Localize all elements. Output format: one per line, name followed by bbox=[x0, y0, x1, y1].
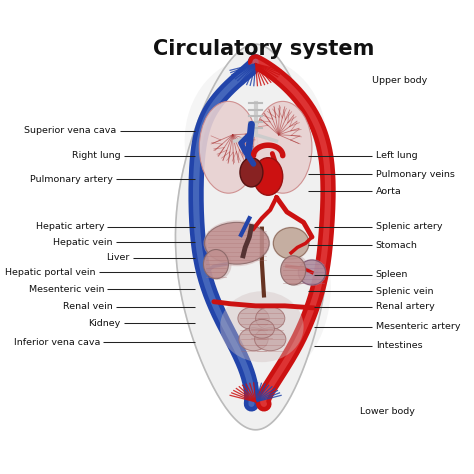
Ellipse shape bbox=[299, 260, 326, 285]
Text: Upper body: Upper body bbox=[373, 76, 428, 85]
Text: Circulatory system: Circulatory system bbox=[153, 39, 374, 59]
Text: Aorta: Aorta bbox=[376, 187, 401, 196]
Text: Right lung: Right lung bbox=[72, 151, 121, 160]
Ellipse shape bbox=[282, 255, 309, 286]
Text: Mesenteric artery: Mesenteric artery bbox=[376, 322, 460, 331]
Text: Intestines: Intestines bbox=[376, 341, 422, 350]
Text: Kidney: Kidney bbox=[89, 319, 121, 328]
Ellipse shape bbox=[240, 158, 263, 187]
Ellipse shape bbox=[239, 328, 268, 351]
Ellipse shape bbox=[273, 228, 309, 259]
Ellipse shape bbox=[189, 191, 331, 383]
Ellipse shape bbox=[204, 248, 232, 280]
Text: Left lung: Left lung bbox=[376, 151, 418, 160]
Text: Lower body: Lower body bbox=[360, 407, 415, 416]
Ellipse shape bbox=[281, 256, 306, 285]
Text: Pulmonary veins: Pulmonary veins bbox=[376, 170, 455, 179]
Text: Stomach: Stomach bbox=[376, 241, 418, 250]
Text: Pulmonary artery: Pulmonary artery bbox=[29, 175, 112, 184]
Ellipse shape bbox=[238, 307, 269, 330]
Text: Renal artery: Renal artery bbox=[376, 302, 435, 311]
Ellipse shape bbox=[199, 101, 258, 193]
Ellipse shape bbox=[254, 101, 312, 193]
Ellipse shape bbox=[254, 158, 283, 195]
Text: Hepatic artery: Hepatic artery bbox=[36, 222, 104, 231]
Ellipse shape bbox=[203, 220, 270, 266]
Ellipse shape bbox=[204, 222, 269, 264]
Text: Inferior vena cava: Inferior vena cava bbox=[14, 337, 100, 346]
Text: Splenic vein: Splenic vein bbox=[376, 287, 433, 296]
Text: Spleen: Spleen bbox=[376, 270, 408, 279]
Text: Hepatic portal vein: Hepatic portal vein bbox=[5, 268, 96, 277]
Ellipse shape bbox=[255, 328, 286, 351]
Ellipse shape bbox=[297, 259, 327, 286]
Text: Superior vena cava: Superior vena cava bbox=[24, 126, 117, 135]
Text: Renal vein: Renal vein bbox=[63, 302, 112, 311]
Ellipse shape bbox=[203, 249, 228, 279]
Ellipse shape bbox=[249, 319, 274, 338]
Text: Hepatic vein: Hepatic vein bbox=[53, 238, 112, 247]
Text: Liver: Liver bbox=[106, 254, 129, 263]
Ellipse shape bbox=[220, 291, 304, 362]
Text: Splenic artery: Splenic artery bbox=[376, 222, 442, 231]
Polygon shape bbox=[175, 44, 328, 430]
Ellipse shape bbox=[272, 227, 310, 260]
Ellipse shape bbox=[255, 307, 285, 330]
Text: Mesenteric vein: Mesenteric vein bbox=[28, 285, 104, 294]
Ellipse shape bbox=[185, 57, 327, 225]
